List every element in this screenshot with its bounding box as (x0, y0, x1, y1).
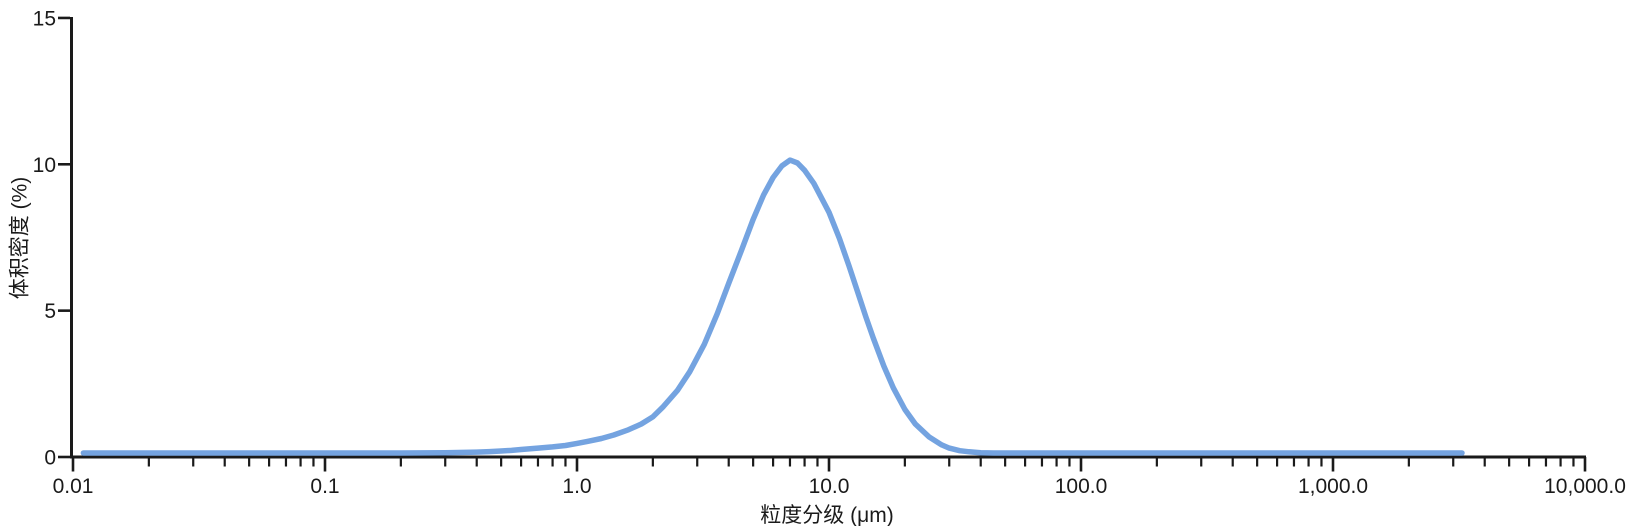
x-tick-label: 0.01 (53, 475, 94, 498)
distribution-curve (80, 157, 1465, 456)
y-tick-label: 10 (33, 154, 56, 177)
x-tick-label: 10.0 (809, 475, 850, 498)
y-tick-label: 0 (44, 447, 56, 470)
y-axis-title: 体积密度 (%) (8, 176, 32, 300)
x-tick-label: 10,000.0 (1544, 475, 1626, 498)
x-tick-label: 1,000.0 (1298, 475, 1368, 498)
x-tick-label: 0.1 (310, 475, 339, 498)
x-tick-label: 1.0 (562, 475, 591, 498)
y-tick-label: 5 (44, 300, 56, 323)
x-axis-title: 粒度分级 (μm) (760, 504, 894, 526)
x-tick-label: 100.0 (1055, 475, 1108, 498)
y-tick-label: 15 (33, 7, 56, 30)
